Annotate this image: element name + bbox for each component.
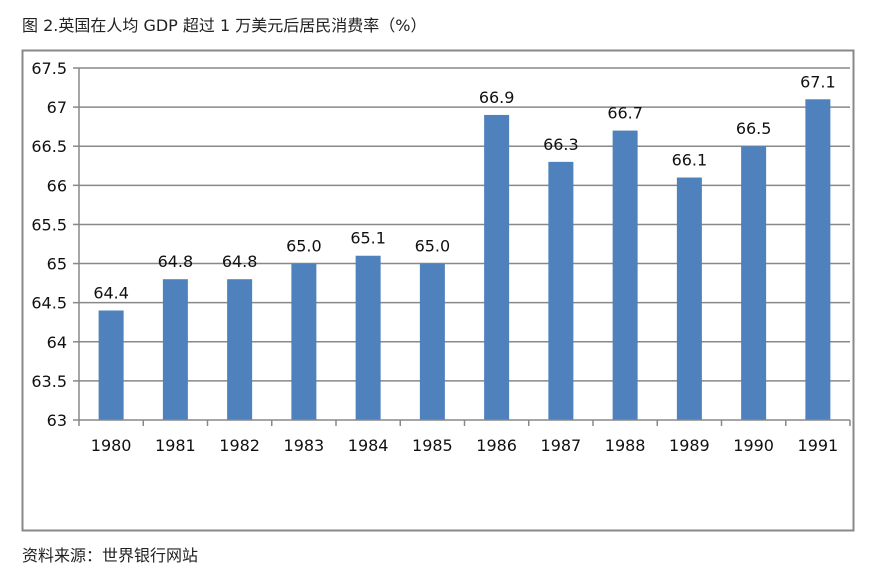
y-tick-label: 64 <box>47 333 67 352</box>
data-label: 64.8 <box>158 252 194 271</box>
x-tick-label: 1989 <box>669 436 710 455</box>
bar <box>291 263 317 420</box>
y-tick-label: 65 <box>47 255 67 274</box>
y-tick-label: 66 <box>47 176 67 195</box>
data-label: 64.8 <box>222 252 258 271</box>
data-label: 67.1 <box>800 72 836 91</box>
x-tick-label: 1982 <box>219 436 260 455</box>
x-tick-label: 1991 <box>798 436 839 455</box>
y-tick-label: 67.5 <box>31 59 67 78</box>
bar <box>227 279 253 420</box>
x-tick-label: 1987 <box>541 436 582 455</box>
bar <box>741 146 767 420</box>
x-tick-label: 1981 <box>155 436 196 455</box>
bar <box>355 255 381 420</box>
data-label: 66.3 <box>543 135 579 154</box>
y-tick-label: 67 <box>47 98 67 117</box>
y-tick-label: 63.5 <box>31 372 67 391</box>
bar <box>676 177 702 420</box>
x-tick-label: 1983 <box>284 436 325 455</box>
bar <box>162 279 188 420</box>
y-tick-label: 63 <box>47 411 67 430</box>
data-label: 65.0 <box>415 237 451 256</box>
y-tick-label: 65.5 <box>31 215 67 234</box>
x-tick-label: 1986 <box>476 436 517 455</box>
x-tick-label: 1984 <box>348 436 389 455</box>
y-tick-label: 66.5 <box>31 137 67 156</box>
data-label: 65.0 <box>286 237 322 256</box>
bar <box>484 114 510 420</box>
chart-frame <box>21 49 855 532</box>
data-label: 66.5 <box>736 119 772 138</box>
data-label: 66.7 <box>607 104 643 123</box>
x-tick-label: 1985 <box>412 436 453 455</box>
bar <box>419 263 445 420</box>
data-label: 64.4 <box>93 283 129 302</box>
bar <box>98 310 124 420</box>
x-tick-label: 1980 <box>91 436 132 455</box>
data-label: 66.9 <box>479 88 515 107</box>
bar <box>548 161 574 420</box>
data-label: 65.1 <box>350 229 386 248</box>
source-note: 资料来源：世界银行网站 <box>22 546 199 565</box>
bar <box>612 130 638 421</box>
x-tick-label: 1988 <box>605 436 646 455</box>
y-tick-label: 64.5 <box>31 294 67 313</box>
chart-title: 图 2.英国在人均 GDP 超过 1 万美元后居民消费率（%） <box>22 16 427 35</box>
x-tick-label: 1990 <box>733 436 774 455</box>
data-label: 66.1 <box>672 151 708 170</box>
bar <box>805 99 831 421</box>
